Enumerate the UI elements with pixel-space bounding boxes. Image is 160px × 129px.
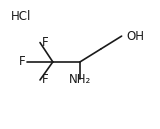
- Text: HCl: HCl: [11, 10, 32, 23]
- Text: OH: OH: [126, 30, 144, 43]
- Text: F: F: [19, 55, 26, 68]
- Text: F: F: [42, 74, 48, 86]
- Text: F: F: [42, 36, 48, 49]
- Text: NH₂: NH₂: [69, 73, 91, 86]
